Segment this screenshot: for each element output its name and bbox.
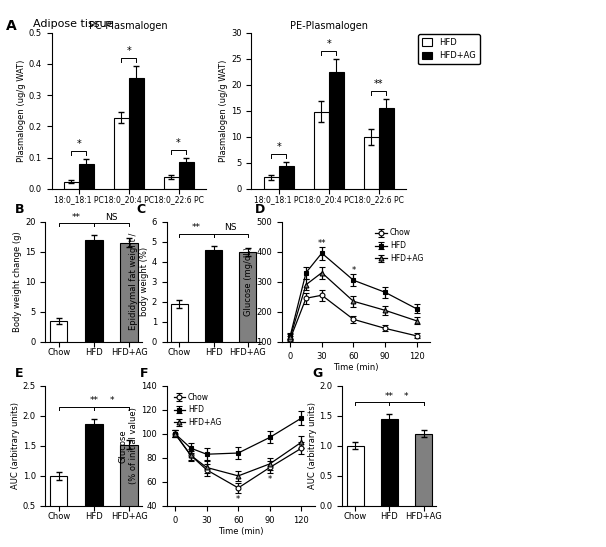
Text: *: * [276,142,281,152]
Text: *: * [268,475,272,484]
Y-axis label: AUC (arbitrary units): AUC (arbitrary units) [308,402,317,490]
Text: *: * [236,495,241,504]
Y-axis label: Glucose (mg/dL): Glucose (mg/dL) [244,247,253,316]
Bar [179,161,193,189]
Text: *: * [327,39,331,49]
Y-axis label: AUC (arbitrary units): AUC (arbitrary units) [11,402,20,490]
Bar [121,445,138,536]
Legend: HFD, HFD+AG: HFD, HFD+AG [418,34,480,65]
Bar [381,419,398,506]
Text: NS: NS [105,213,118,222]
X-axis label: Time (min): Time (min) [333,363,379,373]
Y-axis label: Epididymal fat weight /
body weight (%): Epididymal fat weight / body weight (%) [129,233,149,330]
Bar [328,72,344,189]
Title: PE-Plasmalogen: PE-Plasmalogen [290,21,368,31]
Bar [379,108,393,189]
Text: E: E [15,367,24,380]
Bar [121,243,138,342]
Text: **: ** [90,397,98,405]
Text: F: F [139,367,148,380]
Text: D: D [255,203,265,216]
Bar [205,249,222,342]
Bar [50,321,67,342]
Text: **: ** [318,238,326,248]
Bar [364,137,379,189]
Y-axis label: Plasmalogen (ug/g WAT): Plasmalogen (ug/g WAT) [17,60,26,162]
Legend: Chow, HFD, HFD+AG: Chow, HFD, HFD+AG [170,389,224,430]
Bar [264,177,279,189]
Bar [314,112,328,189]
Text: *: * [404,392,408,400]
Bar [114,118,129,189]
Text: *: * [176,138,181,148]
Bar [85,423,103,536]
Bar [164,177,179,189]
Bar [239,252,256,342]
Text: B: B [15,203,25,216]
Text: C: C [136,203,145,216]
Bar [415,434,432,506]
Text: NS: NS [224,223,237,232]
Bar [79,165,94,189]
Bar [347,446,364,506]
Text: **: ** [72,213,81,222]
Bar [129,78,144,189]
Y-axis label: Glucose
(% of initial value): Glucose (% of initial value) [119,408,138,484]
Title: PC-Plasmalogen: PC-Plasmalogen [90,21,168,31]
Text: **: ** [192,223,201,232]
Bar [85,240,103,342]
Text: Adipose tissue: Adipose tissue [33,19,114,29]
Text: *: * [351,266,356,275]
Text: *: * [76,139,81,149]
Bar [279,166,294,189]
Legend: Chow, HFD, HFD+AG: Chow, HFD, HFD+AG [373,225,427,266]
Bar [64,182,79,189]
Text: A: A [6,19,17,33]
Bar [50,476,67,536]
Y-axis label: Body weight change (g): Body weight change (g) [13,231,22,332]
Text: *: * [127,46,131,56]
Y-axis label: Plasmalogen (ug/g WAT): Plasmalogen (ug/g WAT) [219,60,228,162]
Text: **: ** [374,79,384,90]
Text: G: G [312,367,322,380]
X-axis label: Time (min): Time (min) [218,527,264,537]
Text: *: * [109,397,114,405]
Bar [171,304,188,342]
Text: **: ** [385,392,394,400]
